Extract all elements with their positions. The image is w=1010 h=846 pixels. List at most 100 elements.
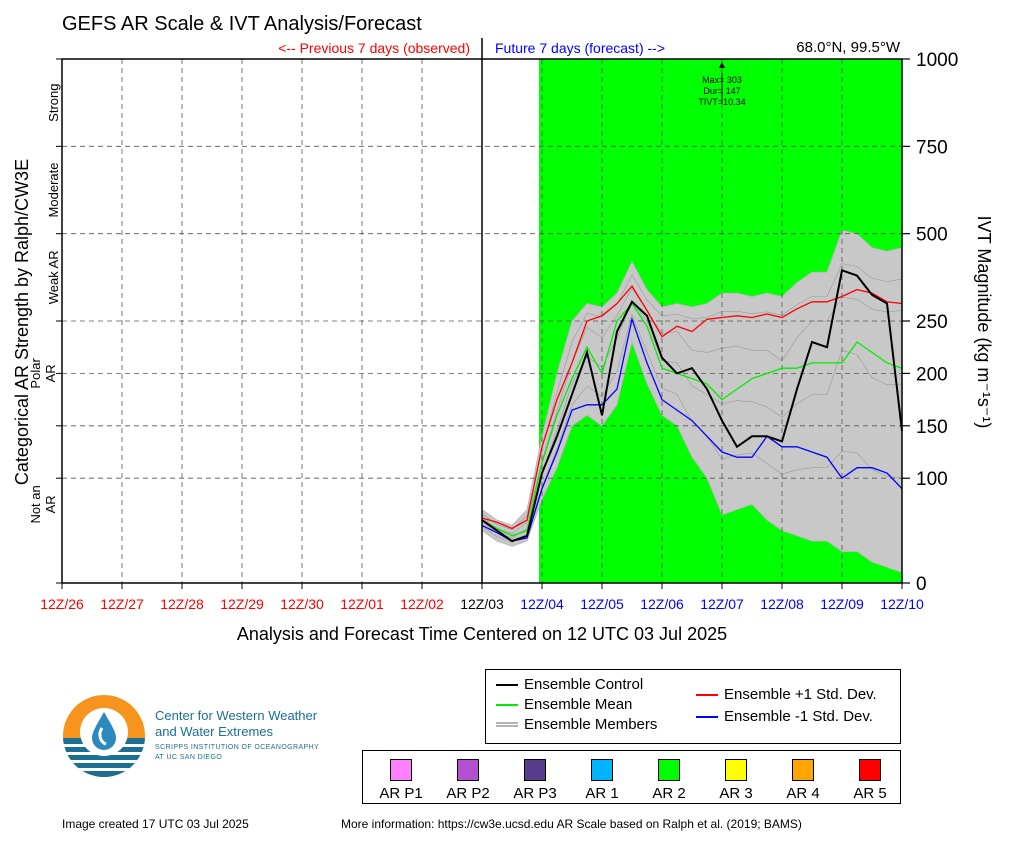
x-tick-label: 12Z/09 [820,596,864,612]
previous-days-label: <-- Previous 7 days (observed) [278,40,470,56]
future-days-label: Future 7 days (forecast) --> [495,40,665,56]
y-tick-label: 100 [916,469,948,490]
y-axis-right: 0 100 150 200 250 500 750 1000 [56,50,958,595]
x-tick-label: 12Z/30 [280,596,324,612]
legend-plus-std: Ensemble +1 Std. Dev. [696,686,877,704]
category-label: AR [43,495,58,513]
logo-institution-line2: AT UC SAN DIEGO [155,754,223,761]
y-tick-label: 150 [916,417,948,438]
x-tick-label: 12Z/10 [880,596,924,612]
category-label: Not an [28,485,43,523]
ar-category-item: AR 1 [572,759,632,802]
ar-category-label: AR P3 [513,785,557,802]
ar-category-label: AR 3 [719,785,753,802]
chart-title: GEFS AR Scale & IVT Analysis/Forecast [62,13,422,35]
y-tick-label: 500 [916,225,948,246]
ar-category-item: AR P2 [438,759,498,802]
legend-control-swatch [496,684,518,686]
grid-lines [62,59,902,583]
annotation-arrowhead [719,62,725,68]
ar-category-label: AR 1 [585,785,619,802]
series-minus-std-line [481,316,903,542]
legend-minus-std-label: Ensemble -1 Std. Dev. [724,708,873,725]
x-axis-label: Analysis and Forecast Time Centered on 1… [237,624,727,644]
ar-category-item: AR 2 [639,759,699,802]
annotation-text: Max= 303 [702,75,742,85]
location-label: 68.0°N, 99.5°W [796,39,901,56]
annotation-text: Dur= 147 [703,86,740,96]
ar-category-label: AR 2 [652,785,686,802]
y-tick-label: 200 [916,364,948,385]
y-tick-label: 750 [916,137,948,158]
legend-members-label: Ensemble Members [524,716,658,733]
annotation-text: TIVT=10.34 [698,97,745,107]
ar-category-swatch [390,759,412,781]
ar-category-swatch [725,759,747,781]
x-tick-label: 12Z/29 [220,596,264,612]
series-legend: Ensemble Control Ensemble Mean Ensemble … [485,669,901,744]
ar-category-item: AR 3 [706,759,766,802]
ar-category-swatch [859,759,881,781]
members-envelope [481,229,903,574]
ensemble-member-line [481,263,903,530]
x-tick-label: 12Z/04 [520,596,564,612]
x-tick-label: 12Z/08 [760,596,804,612]
ar-category-swatch [457,759,479,781]
ar-category-label: AR P1 [379,785,423,802]
series-lines [481,268,903,543]
legend-mean-label: Ensemble Mean [524,696,633,713]
cw3e-logo-icon [63,695,145,777]
legend-mean-swatch [496,704,518,706]
more-info-note: More information: https://cw3e.ucsd.edu … [341,817,802,831]
category-label: Moderate [46,163,61,218]
logo-institution-line1: SCRIPPS INSTITUTION OF OCEANOGRAPHY [155,744,320,751]
cw3e-logo [62,694,146,778]
logo-name-line1: Center for Western Weather [155,708,318,723]
x-tick-label: 12Z/26 [40,596,84,612]
x-tick-label: 12Z/27 [100,596,144,612]
ar-category-item: AR P3 [505,759,565,802]
x-tick-label: 12Z/07 [700,596,744,612]
ar-category-item: AR 5 [840,759,900,802]
x-tick-label: 12Z/06 [640,596,684,612]
image-created-note: Image created 17 UTC 03 Jul 2025 [62,817,249,831]
series-mean-line [481,302,903,537]
category-label: Strong [46,84,61,122]
category-label: Polar [28,358,43,389]
y-tick-label: 250 [916,312,948,333]
legend-plus-std-label: Ensemble +1 Std. Dev. [724,686,877,703]
ar-category-label: AR P2 [446,785,490,802]
legend-members: Ensemble Members [496,716,658,734]
ar-category-swatch [792,759,814,781]
legend-control: Ensemble Control [496,676,644,694]
ar-category-swatch [591,759,613,781]
y-axis-right-label: IVT Magnitude (kg m⁻¹s⁻¹) [974,216,994,429]
x-axis: 12Z/26 12Z/27 12Z/28 12Z/29 12Z/30 12Z/01 12Z/… [40,583,924,612]
ar-category-swatch [658,759,680,781]
logo-name-line2: and Water Extremes [155,724,274,739]
ar-category-label: AR 4 [786,785,820,802]
ar-category-legend: AR P1 AR P2 AR P3 AR 1 AR 2 AR 3 AR 4 AR 5 [362,750,901,804]
legend-plus-std-swatch [696,694,718,696]
ensemble-member-line [481,287,903,535]
ar-category-swatch [524,759,546,781]
legend-members-swatch [496,722,518,727]
legend-control-label: Ensemble Control [524,676,644,693]
ensemble-member-line [481,313,903,543]
y-axis-left-label: Categorical AR Strength by Ralph/CW3E [12,159,32,485]
x-tick-label: 12Z/28 [160,596,204,612]
legend-minus-std: Ensemble -1 Std. Dev. [696,708,873,726]
ensemble-member-line [481,300,903,539]
y-tick-label: 0 [916,574,927,595]
ar-category-label: AR 5 [853,785,887,802]
ar-category-item: AR P1 [371,759,431,802]
x-tick-label: 12Z/02 [400,596,444,612]
ar-category-item: AR 4 [773,759,833,802]
x-tick-label: 12Z/03 [460,596,504,612]
category-label: AR [43,364,58,382]
x-tick-label: 12Z/05 [580,596,624,612]
legend-minus-std-swatch [696,716,718,718]
